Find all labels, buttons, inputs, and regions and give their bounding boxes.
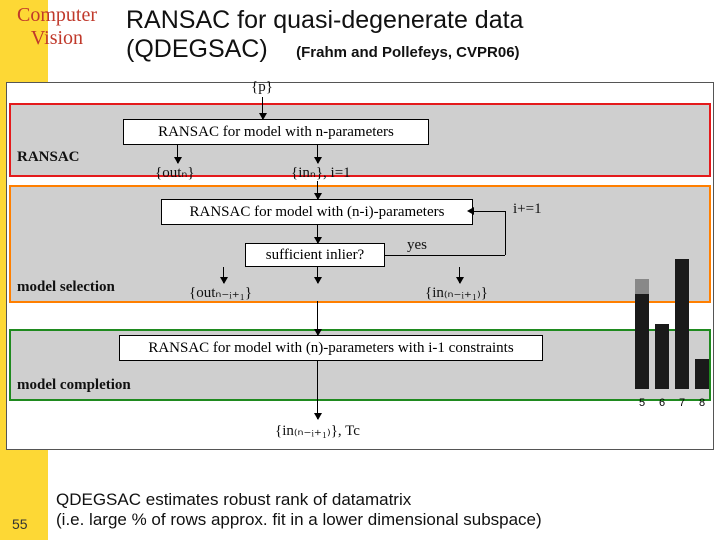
box-constraints: RANSAC for model with (n)-parameters wit… [119, 335, 543, 361]
symbol-p: {p} [251, 79, 273, 96]
label-iplus: i+=1 [513, 201, 542, 218]
bar-8 [695, 359, 709, 389]
footer-line-1: QDEGSAC estimates robust rank of datamat… [56, 490, 710, 510]
bar-label-5: 5 [635, 397, 649, 409]
footer-text: QDEGSAC estimates robust rank of datamat… [56, 490, 710, 530]
box-sufficient-inlier: sufficient inlier? [245, 243, 385, 267]
box-ransac-ni: RANSAC for model with (n-i)-parameters [161, 199, 473, 225]
loop-up-v [505, 211, 506, 255]
box-ransac-n: RANSAC for model with n-parameters [123, 119, 429, 145]
arrow-2 [317, 181, 318, 199]
arrow-in-ni [459, 267, 460, 283]
bar-5b [635, 294, 649, 389]
label-out-ni: {outₙ₋ᵢ₊₁} [189, 283, 252, 302]
bar-label-7: 7 [675, 397, 689, 409]
title-line-2: (QDEGSAC) [126, 35, 268, 63]
loop-arrowhead [467, 207, 474, 215]
bar-6 [655, 324, 669, 389]
title-line-1: RANSAC for quasi-degenerate data [126, 6, 710, 35]
bar-label-8: 8 [695, 397, 709, 409]
label-final: {in₍ₙ₋ᵢ₊₁₎}, Tc [275, 421, 360, 440]
bar-7 [675, 259, 689, 389]
label-in-ni: {in₍ₙ₋ᵢ₊₁₎} [425, 283, 488, 302]
label-in-n: {inₙ}, i=1 [291, 163, 351, 182]
slide-title: RANSAC for quasi-degenerate data (QDEGSA… [126, 6, 710, 64]
label-out-n: {outₙ} [155, 163, 195, 182]
bar-chart: 5 6 7 8 [629, 213, 709, 413]
arrow-4 [317, 267, 318, 283]
slide-number: 55 [12, 516, 28, 532]
arrow-6 [317, 361, 318, 419]
yes-h [385, 255, 505, 256]
label-yes: yes [407, 237, 427, 254]
title-citation: (Frahm and Pollefeys, CVPR06) [296, 44, 519, 61]
course-label: Computer Vision [2, 4, 112, 50]
arrow-3 [317, 225, 318, 243]
label-model-selection: model selection [17, 279, 115, 296]
arrow-out-ni [223, 267, 224, 283]
loop-top-h [473, 211, 505, 212]
course-label-text: Computer Vision [17, 4, 97, 49]
arrow-in-n [317, 145, 318, 163]
arrow-5 [317, 301, 318, 335]
label-ransac: RANSAC [17, 149, 80, 166]
arrow-1 [262, 97, 263, 119]
footer-line-2: (i.e. large % of rows approx. fit in a l… [56, 510, 710, 530]
flowchart: {p} RANSAC for model with n-parameters R… [6, 82, 714, 450]
arrow-out-n [177, 145, 178, 163]
label-model-completion: model completion [17, 377, 131, 394]
bar-label-6: 6 [655, 397, 669, 409]
